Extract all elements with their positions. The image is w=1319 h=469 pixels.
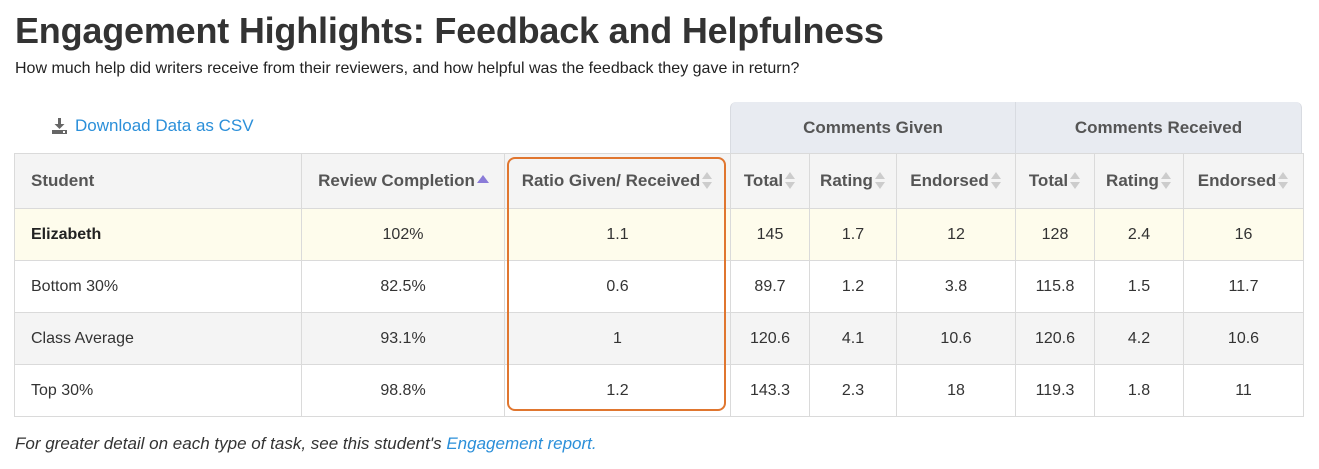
- received-total-cell: 120.6: [1015, 312, 1095, 365]
- given-endorsed-cell: 18: [896, 364, 1016, 417]
- column-header-received-total[interactable]: Total: [1015, 153, 1095, 209]
- sort-icon: [701, 171, 713, 191]
- student-cell: Top 30%: [14, 364, 302, 417]
- received-rating-cell: 1.8: [1094, 364, 1184, 417]
- sort-ascending-icon: [476, 171, 489, 191]
- column-header-label: Total: [1028, 171, 1069, 191]
- download-icon: [52, 118, 67, 134]
- column-header-label: Rating: [1106, 171, 1159, 191]
- sort-icon: [1160, 171, 1172, 191]
- given-rating-cell: 1.2: [809, 260, 897, 313]
- table-row-elizabeth: Elizabeth 102% 1.1 145 1.7 12 128 2.4 16: [14, 208, 1304, 261]
- group-header-comments-given: Comments Given: [730, 102, 1015, 154]
- review-completion-cell: 102%: [301, 208, 505, 261]
- sort-icon: [990, 171, 1002, 191]
- table-header-row: Student Review Completion Ratio Given/ R…: [14, 153, 1304, 209]
- column-header-ratio[interactable]: Ratio Given/ Received: [504, 153, 731, 209]
- review-completion-cell: 98.8%: [301, 364, 505, 417]
- received-rating-cell: 4.2: [1094, 312, 1184, 365]
- column-header-review-completion[interactable]: Review Completion: [301, 153, 505, 209]
- received-total-cell: 115.8: [1015, 260, 1095, 313]
- received-endorsed-cell: 10.6: [1183, 312, 1304, 365]
- group-header-comments-received: Comments Received: [1015, 102, 1302, 154]
- ratio-cell: 1.1: [504, 208, 731, 261]
- table-row-bottom-30: Bottom 30% 82.5% 0.6 89.7 1.2 3.8 115.8 …: [14, 260, 1304, 313]
- column-header-given-total[interactable]: Total: [730, 153, 810, 209]
- given-rating-cell: 1.7: [809, 208, 897, 261]
- column-header-student[interactable]: Student: [14, 153, 302, 209]
- given-rating-cell: 2.3: [809, 364, 897, 417]
- given-total-cell: 145: [730, 208, 810, 261]
- column-header-label: Review Completion: [318, 171, 475, 191]
- column-header-label: Student: [31, 171, 95, 191]
- received-endorsed-cell: 16: [1183, 208, 1304, 261]
- engagement-table: Student Review Completion Ratio Given/ R…: [14, 153, 1304, 417]
- sort-icon: [1277, 171, 1289, 191]
- given-endorsed-cell: 12: [896, 208, 1016, 261]
- received-total-cell: 119.3: [1015, 364, 1095, 417]
- page-title: Engagement Highlights: Feedback and Help…: [15, 10, 884, 51]
- received-endorsed-cell: 11.7: [1183, 260, 1304, 313]
- student-cell: Bottom 30%: [14, 260, 302, 313]
- received-rating-cell: 2.4: [1094, 208, 1184, 261]
- table-row-class-average: Class Average 93.1% 1 120.6 4.1 10.6 120…: [14, 312, 1304, 365]
- download-csv-link[interactable]: Download Data as CSV: [52, 116, 254, 136]
- ratio-cell: 1: [504, 312, 731, 365]
- given-total-cell: 143.3: [730, 364, 810, 417]
- student-cell: Elizabeth: [14, 208, 302, 261]
- received-total-cell: 128: [1015, 208, 1095, 261]
- given-endorsed-cell: 3.8: [896, 260, 1016, 313]
- column-header-label: Endorsed: [1197, 171, 1277, 191]
- received-endorsed-cell: 11: [1183, 364, 1304, 417]
- ratio-cell: 0.6: [504, 260, 731, 313]
- student-cell: Class Average: [14, 312, 302, 365]
- column-header-label: Total: [743, 171, 784, 191]
- column-header-received-rating[interactable]: Rating: [1094, 153, 1184, 209]
- footnote: For greater detail on each type of task,…: [15, 434, 597, 454]
- sort-icon: [784, 171, 796, 191]
- given-total-cell: 89.7: [730, 260, 810, 313]
- sort-icon: [1069, 171, 1081, 191]
- sort-icon: [874, 171, 886, 191]
- column-header-label: Endorsed: [910, 171, 989, 191]
- download-csv-label: Download Data as CSV: [75, 116, 254, 135]
- column-header-label: Ratio Given/ Received: [521, 171, 701, 191]
- review-completion-cell: 82.5%: [301, 260, 505, 313]
- given-rating-cell: 4.1: [809, 312, 897, 365]
- page-subtitle: How much help did writers receive from t…: [15, 60, 800, 77]
- given-total-cell: 120.6: [730, 312, 810, 365]
- review-completion-cell: 93.1%: [301, 312, 505, 365]
- column-header-given-rating[interactable]: Rating: [809, 153, 897, 209]
- received-rating-cell: 1.5: [1094, 260, 1184, 313]
- engagement-report-link[interactable]: Engagement report.: [446, 434, 597, 453]
- footnote-text: For greater detail on each type of task,…: [15, 434, 447, 453]
- ratio-cell: 1.2: [504, 364, 731, 417]
- given-endorsed-cell: 10.6: [896, 312, 1016, 365]
- column-header-given-endorsed[interactable]: Endorsed: [896, 153, 1016, 209]
- table-row-top-30: Top 30% 98.8% 1.2 143.3 2.3 18 119.3 1.8…: [14, 364, 1304, 417]
- column-header-received-endorsed[interactable]: Endorsed: [1183, 153, 1304, 209]
- column-header-label: Rating: [820, 171, 873, 191]
